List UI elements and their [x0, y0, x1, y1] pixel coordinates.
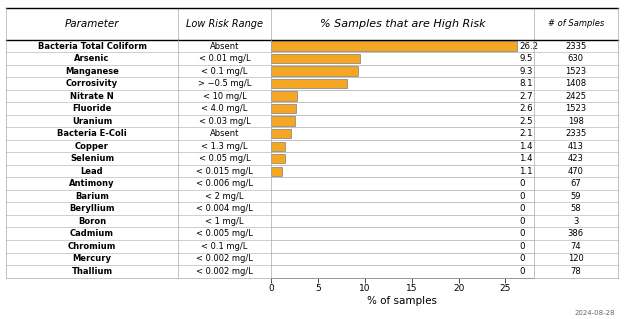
Text: 630: 630 [568, 54, 583, 63]
Text: Parameter: Parameter [65, 19, 119, 29]
Bar [271, 41, 517, 51]
Text: 120: 120 [568, 254, 583, 263]
Text: Boron: Boron [78, 217, 106, 226]
Text: < 0.004 mg/L: < 0.004 mg/L [196, 204, 253, 213]
Text: Thallium: Thallium [72, 267, 112, 276]
Text: 59: 59 [570, 192, 581, 201]
Bar [271, 167, 281, 176]
Text: Corrosivity: Corrosivity [66, 79, 118, 88]
Text: 2335: 2335 [565, 129, 587, 138]
Text: Beryllium: Beryllium [69, 204, 115, 213]
Text: Selenium: Selenium [70, 154, 114, 163]
Text: < 10 mg/L: < 10 mg/L [203, 92, 246, 101]
Bar [271, 79, 347, 88]
Text: Manganese: Manganese [65, 67, 119, 76]
Bar [271, 142, 285, 151]
Text: < 0.015 mg/L: < 0.015 mg/L [196, 167, 253, 176]
Text: 0: 0 [519, 242, 525, 251]
Text: 9.3: 9.3 [519, 67, 533, 76]
Text: 386: 386 [568, 229, 583, 238]
Text: Nitrate N: Nitrate N [70, 92, 114, 101]
Text: Absent: Absent [210, 41, 240, 51]
Text: Uranium: Uranium [72, 117, 112, 126]
Text: Bacteria E-Coli: Bacteria E-Coli [57, 129, 127, 138]
Text: % of samples: % of samples [368, 296, 437, 306]
Text: 0: 0 [519, 267, 525, 276]
Text: 2425: 2425 [565, 92, 586, 101]
Bar [271, 66, 358, 76]
Text: 2024-08-28: 2024-08-28 [574, 310, 615, 316]
Bar [271, 129, 291, 138]
Text: 2.5: 2.5 [519, 117, 533, 126]
Text: < 0.002 mg/L: < 0.002 mg/L [196, 254, 253, 263]
Text: 58: 58 [570, 204, 581, 213]
Text: 1408: 1408 [565, 79, 586, 88]
Text: < 0.005 mg/L: < 0.005 mg/L [196, 229, 253, 238]
Text: 1.1: 1.1 [519, 167, 533, 176]
Bar [271, 154, 285, 163]
Text: 2.7: 2.7 [519, 92, 533, 101]
Bar [271, 54, 361, 63]
Text: Low Risk Range: Low Risk Range [186, 19, 263, 29]
Text: 413: 413 [568, 142, 583, 151]
Text: 423: 423 [568, 154, 583, 163]
Text: Mercury: Mercury [72, 254, 112, 263]
Text: > −0.5 mg/L: > −0.5 mg/L [198, 79, 251, 88]
Text: < 0.002 mg/L: < 0.002 mg/L [196, 267, 253, 276]
Text: Copper: Copper [75, 142, 109, 151]
Text: < 0.006 mg/L: < 0.006 mg/L [196, 179, 253, 188]
Text: 198: 198 [568, 117, 583, 126]
Text: 67: 67 [570, 179, 581, 188]
Text: # of Samples: # of Samples [547, 19, 604, 28]
Text: 2.6: 2.6 [519, 104, 533, 113]
Text: Cadmium: Cadmium [70, 229, 114, 238]
Bar [271, 92, 297, 101]
Text: < 0.1 mg/L: < 0.1 mg/L [202, 242, 248, 251]
Text: % Samples that are High Risk: % Samples that are High Risk [319, 19, 485, 29]
Text: 0: 0 [519, 217, 525, 226]
Text: 0: 0 [519, 254, 525, 263]
Text: 3: 3 [573, 217, 578, 226]
Text: 1523: 1523 [565, 67, 586, 76]
Text: 2335: 2335 [565, 41, 587, 51]
Text: 78: 78 [570, 267, 581, 276]
Text: < 2 mg/L: < 2 mg/L [205, 192, 244, 201]
Text: < 4.0 mg/L: < 4.0 mg/L [202, 104, 248, 113]
Text: 0: 0 [519, 204, 525, 213]
Text: Bacteria Total Coliform: Bacteria Total Coliform [37, 41, 147, 51]
Text: 1523: 1523 [565, 104, 586, 113]
Text: Arsenic: Arsenic [74, 54, 110, 63]
Bar [271, 116, 295, 126]
Text: < 0.01 mg/L: < 0.01 mg/L [199, 54, 250, 63]
Text: 0: 0 [519, 179, 525, 188]
Text: 0: 0 [519, 229, 525, 238]
Text: < 0.1 mg/L: < 0.1 mg/L [202, 67, 248, 76]
Text: < 1.3 mg/L: < 1.3 mg/L [202, 142, 248, 151]
Text: Barium: Barium [75, 192, 109, 201]
Text: Fluoride: Fluoride [72, 104, 112, 113]
Text: Lead: Lead [80, 167, 104, 176]
Text: Absent: Absent [210, 129, 240, 138]
Text: 26.2: 26.2 [519, 41, 539, 51]
Text: 9.5: 9.5 [519, 54, 533, 63]
Text: Chromium: Chromium [68, 242, 116, 251]
Text: Antimony: Antimony [69, 179, 115, 188]
Text: < 0.05 mg/L: < 0.05 mg/L [199, 154, 250, 163]
Text: 74: 74 [570, 242, 581, 251]
Text: 8.1: 8.1 [519, 79, 533, 88]
Text: 0: 0 [519, 192, 525, 201]
Bar [271, 104, 296, 113]
Text: 1.4: 1.4 [519, 154, 533, 163]
Text: 470: 470 [568, 167, 583, 176]
Text: 2.1: 2.1 [519, 129, 533, 138]
Text: < 0.03 mg/L: < 0.03 mg/L [199, 117, 250, 126]
Text: 1.4: 1.4 [519, 142, 533, 151]
Text: < 1 mg/L: < 1 mg/L [205, 217, 244, 226]
